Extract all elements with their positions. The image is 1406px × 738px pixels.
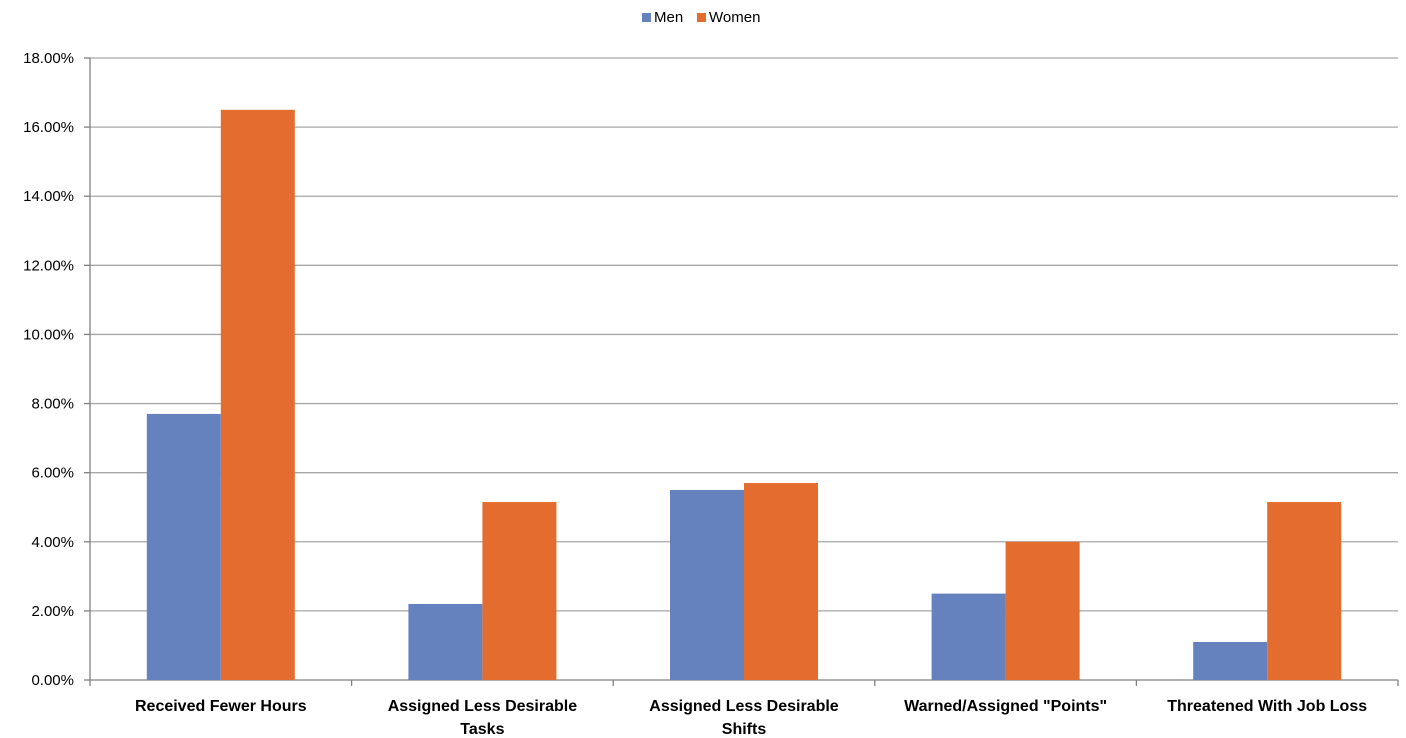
bar-women-3 (1005, 541, 1080, 680)
legend-label-women: Women (709, 9, 760, 26)
x-category-label: Tasks (460, 721, 504, 738)
y-axis: 0.00% 2.00% 4.00% 6.00% 8.00% 10.00% 12.00% 14.… (23, 50, 91, 689)
x-category-label: Threatened With Job Loss (1167, 698, 1367, 715)
y-tick-label: 12.00% (23, 257, 74, 274)
y-tick-label: 10.00% (23, 326, 74, 343)
y-tick-label: 0.00% (31, 672, 74, 689)
y-tick-label: 4.00% (31, 534, 74, 551)
y-tick-label: 14.00% (23, 188, 74, 205)
y-tick-label: 18.00% (23, 50, 74, 67)
bars (146, 109, 1342, 681)
bar-men-4 (1193, 641, 1268, 680)
x-category-label: Assigned Less Desirable (649, 698, 839, 715)
x-category-label: Warned/Assigned "Points" (904, 698, 1107, 715)
bar-women-4 (1267, 502, 1342, 680)
bar-women-0 (220, 109, 295, 681)
bar-men-1 (408, 603, 483, 680)
y-tick-label: 16.00% (23, 119, 74, 136)
y-tick-label: 2.00% (31, 603, 74, 620)
gridlines (90, 57, 1398, 681)
bar-women-2 (744, 483, 818, 680)
x-category-label: Shifts (722, 721, 767, 738)
y-tick-label: 8.00% (31, 396, 74, 413)
x-axis: Received Fewer Hours Assigned Less Desira… (89, 680, 1399, 738)
x-category-label: Received Fewer Hours (135, 698, 307, 715)
x-category-label: Assigned Less Desirable (388, 698, 578, 715)
legend-label-men: Men (654, 9, 683, 26)
legend-swatch-women (697, 13, 706, 22)
bar-men-3 (931, 593, 1006, 680)
bar-women-1 (482, 502, 557, 680)
y-tick-label: 6.00% (31, 465, 74, 482)
bar-men-2 (670, 489, 744, 680)
bar-men-0 (146, 413, 221, 680)
legend-swatch-men (642, 13, 651, 22)
legend: Men Women (642, 9, 760, 26)
